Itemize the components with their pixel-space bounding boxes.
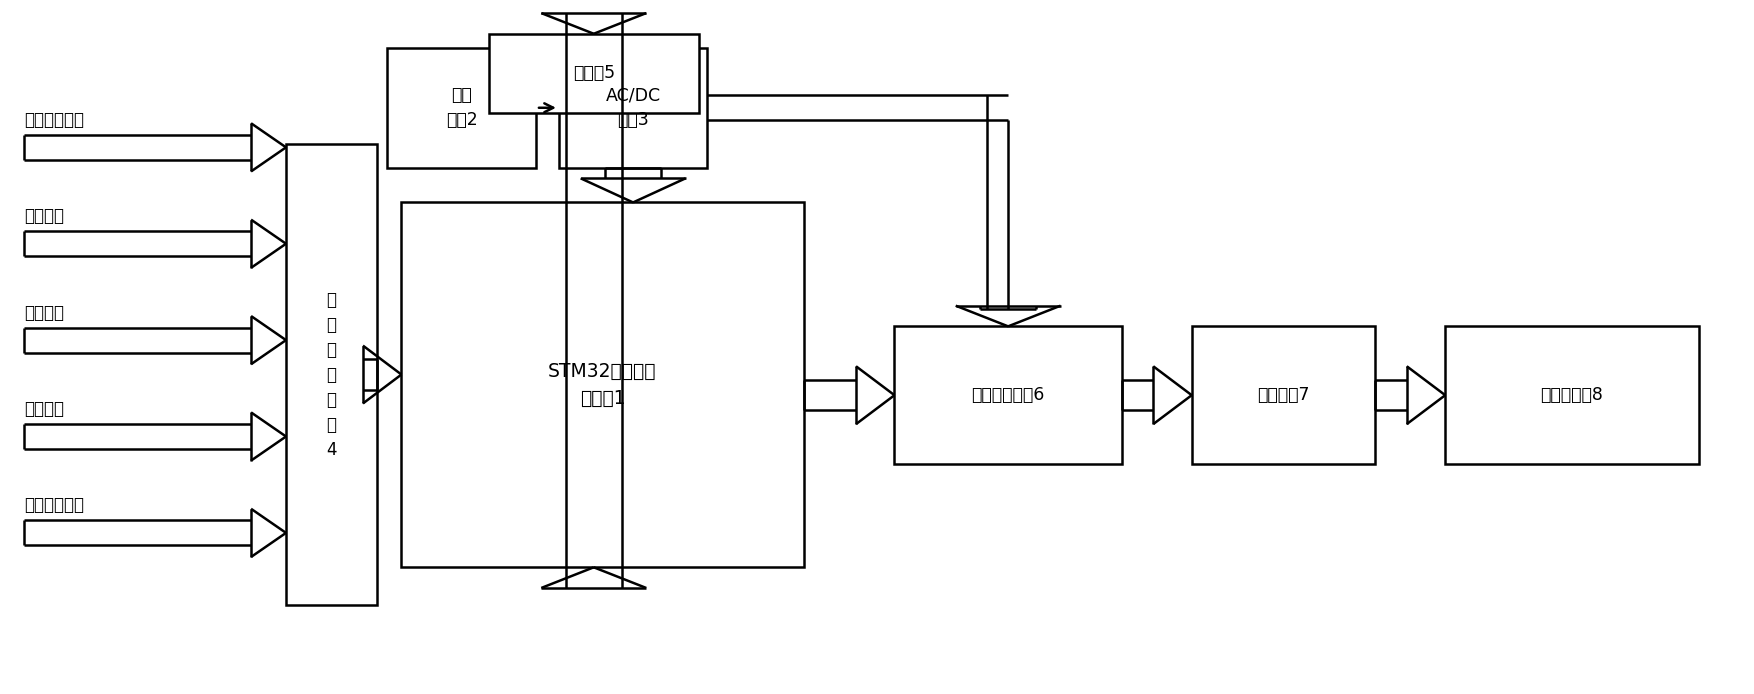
Bar <box>402 203 803 567</box>
Text: 水温信号: 水温信号 <box>25 400 63 418</box>
Text: 交流
电源2: 交流 电源2 <box>446 86 477 129</box>
Text: 实际转速信号: 实际转速信号 <box>25 111 84 129</box>
Bar <box>560 47 707 168</box>
Bar <box>1445 326 1700 464</box>
Bar <box>895 326 1123 464</box>
Text: 显示器5: 显示器5 <box>574 65 616 83</box>
Text: AC/DC
模块3: AC/DC 模块3 <box>605 86 661 129</box>
Text: 齿杆接入部8: 齿杆接入部8 <box>1540 386 1603 404</box>
Bar <box>286 144 377 605</box>
Bar <box>1191 326 1375 464</box>
Text: 油压信号: 油压信号 <box>25 208 63 225</box>
Text: 电磁推杆7: 电磁推杆7 <box>1258 386 1310 404</box>
Bar <box>388 47 537 168</box>
Text: 电磁驱动模块6: 电磁驱动模块6 <box>972 386 1045 404</box>
Text: 信
号
调
理
模
块
4: 信 号 调 理 模 块 4 <box>326 291 337 459</box>
Text: 设定转速信号: 设定转速信号 <box>25 496 84 514</box>
Bar <box>489 34 698 113</box>
Text: STM32微处理器
开发板1: STM32微处理器 开发板1 <box>549 362 656 407</box>
Text: 油温信号: 油温信号 <box>25 303 63 321</box>
